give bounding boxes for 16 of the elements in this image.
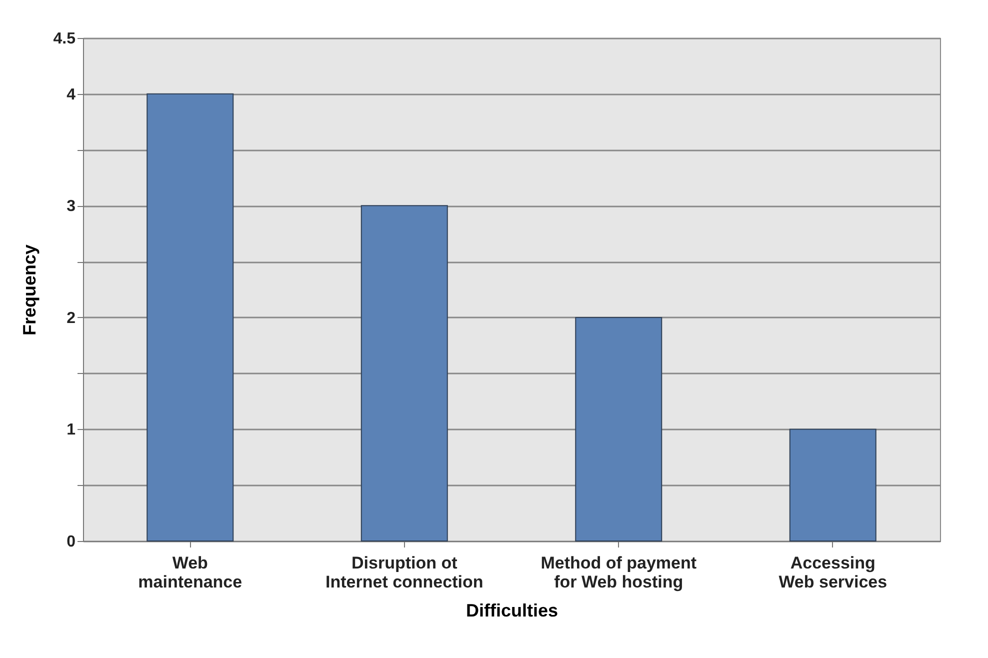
x-tick-label: Web maintenance <box>138 554 242 592</box>
y-tick-label: 1 <box>66 422 76 439</box>
bar <box>360 205 448 542</box>
x-tick-label: Accessing Web services <box>778 554 888 592</box>
bar <box>789 428 876 542</box>
bar <box>575 316 662 542</box>
x-axis-title: Difficulties <box>466 600 558 620</box>
y-tick-label: 4 <box>66 86 76 104</box>
y-axis-title: Frequency <box>19 244 40 336</box>
bar <box>146 93 234 542</box>
x-tick-label: Disruption ot Internet connection <box>326 554 484 592</box>
y-tick-label: 2 <box>66 310 76 327</box>
x-tick-label: Method of payment for Web hosting <box>540 554 697 592</box>
y-tick-label: 4.5 <box>53 30 76 48</box>
y-tick-label: 3 <box>66 198 76 216</box>
y-tick-label: 0 <box>66 534 76 550</box>
